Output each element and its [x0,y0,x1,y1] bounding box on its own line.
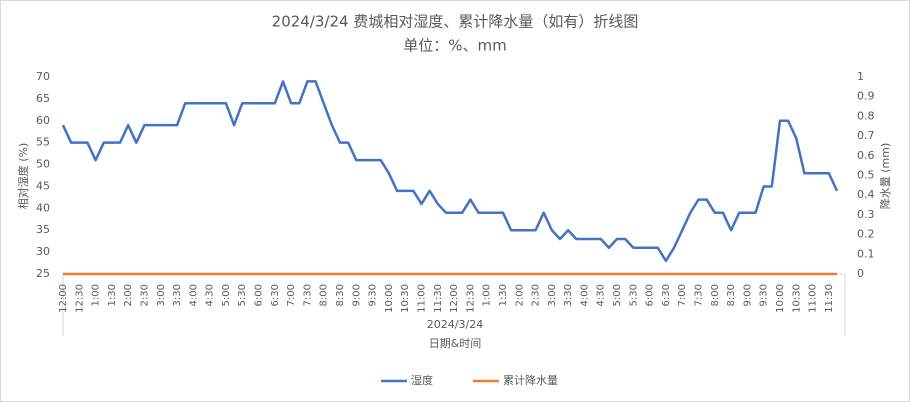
x-tick-label: 8:30 [335,284,346,306]
series-line [61,80,839,263]
y-tick-label: 65 [36,92,50,105]
y-tick-label: 50 [36,158,50,171]
x-tick-label: 11:00 [808,284,819,313]
x-tick-label: 4:30 [596,284,607,306]
x-tick-label: 12:30 [74,284,85,313]
x-tick-label: 8:00 [319,284,330,306]
y2-tick-label: 0.6 [857,149,875,162]
legend-label: 累计降水量 [503,373,558,387]
y-tick-label: 70 [36,70,50,83]
y2-tick-label: 0.8 [857,109,875,122]
x-tick-label: 3:30 [563,284,574,306]
y2-tick-label: 0 [857,267,864,280]
legend-label: 湿度 [411,373,433,387]
x-tick-label: 7:30 [693,284,704,306]
x-tick-label: 5:00 [221,284,232,306]
x-tick-label: 1:30 [107,284,118,306]
x-axis-title: 日期&时间 [429,337,482,350]
x-tick-label: 11:30 [433,284,444,313]
y2-tick-label: 0.7 [857,129,875,142]
x-tick-label: 5:00 [612,284,623,306]
y-tick-label: 55 [36,136,50,149]
x-tick-label: 2:00 [514,284,525,306]
x-tick-label: 3:00 [547,284,558,306]
x-tick-label: 9:00 [351,284,362,306]
y-axis-title: 相对湿度 (%) [16,143,30,210]
x-tick-label: 7:00 [677,284,688,306]
y-tick-label: 45 [36,179,50,192]
x-tick-label: 6:00 [254,284,265,306]
x-tick-label: 1:00 [482,284,493,306]
y2-tick-label: 0.5 [857,169,875,182]
x-tick-label: 6:30 [661,284,672,306]
y2-axis-title: 降水量 (mm) [878,143,892,210]
chart-title: 2024/3/24 费城相对湿度、累计降水量（如有）折线图 [272,13,639,31]
x-tick-label: 4:30 [205,284,216,306]
y-tick-label: 30 [36,245,50,258]
x-tick-label: 10:30 [791,284,802,313]
x-tick-label: 11:30 [824,284,835,313]
x-tick-label: 3:00 [156,284,167,306]
x-tick-label: 10:00 [775,284,786,313]
y-tick-label: 40 [36,201,50,214]
x-tick-label: 12:30 [465,284,476,313]
x-tick-label: 6:00 [645,284,656,306]
x-tick-label: 12:00 [449,284,460,313]
y2-tick-label: 0.3 [857,208,875,221]
x-tick-label: 3:30 [172,284,183,306]
x-tick-label: 7:30 [302,284,313,306]
x-group-label: 2024/3/24 [427,318,483,331]
x-tick-label: 9:30 [759,284,770,306]
y2-tick-label: 0.1 [857,247,875,260]
y2-tick-label: 0.4 [857,188,875,201]
x-tick-label: 7:00 [286,284,297,306]
y-tick-label: 60 [36,114,50,127]
x-tick-label: 2:00 [123,284,134,306]
y2-tick-label: 1 [857,70,864,83]
x-tick-label: 4:00 [188,284,199,306]
x-tick-label: 2:30 [531,284,542,306]
x-tick-label: 1:00 [91,284,102,306]
x-tick-label: 9:00 [742,284,753,306]
x-tick-label: 4:00 [579,284,590,306]
x-tick-label: 10:30 [400,284,411,313]
y2-tick-label: 0.2 [857,228,875,241]
x-tick-label: 11:00 [416,284,427,313]
chart-subtitle: 单位：%、mm [403,37,506,55]
y-tick-label: 35 [36,223,50,236]
x-tick-label: 6:30 [270,284,281,306]
x-tick-label: 8:00 [710,284,721,306]
x-tick-label: 2:30 [139,284,150,306]
y-tick-label: 25 [36,267,50,280]
x-tick-label: 9:30 [368,284,379,306]
x-tick-label: 12:00 [58,284,69,313]
x-tick-label: 1:30 [498,284,509,306]
x-tick-label: 5:30 [237,284,248,306]
y2-tick-label: 0.9 [857,90,875,103]
x-tick-label: 10:00 [384,284,395,313]
x-tick-label: 5:30 [628,284,639,306]
x-tick-label: 8:30 [726,284,737,306]
